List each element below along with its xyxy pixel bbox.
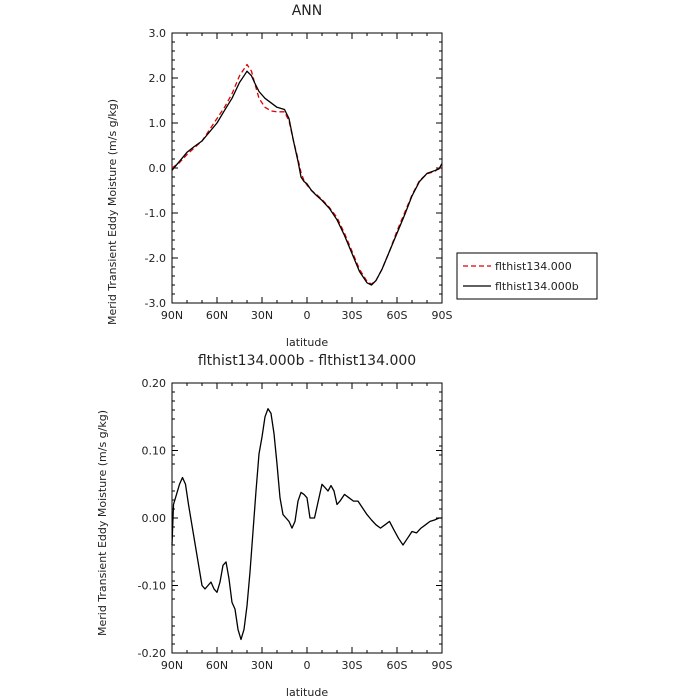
bottom-plot: flthist134.000b - flthist134.000 latitud…: [96, 353, 453, 699]
legend-label: flthist134.000b: [495, 280, 579, 293]
top-plot: ANN latitude Merid Transient Eddy Moistu…: [106, 3, 598, 349]
top-plot-x-tick-label: 30S: [342, 309, 363, 322]
bottom-plot-x-tick-label: 60N: [206, 659, 228, 672]
top-plot-x-tick-label: 60S: [387, 309, 408, 322]
bottom-plot-x-axis-label: latitude: [286, 686, 328, 699]
bottom-plot-y-axis-label: Merid Transient Eddy Moisture (m/s g/kg): [96, 410, 109, 636]
bottom-plot-title: flthist134.000b - flthist134.000: [198, 353, 416, 369]
top-plot-x-axis-label: latitude: [286, 336, 328, 349]
bottom-plot-y-tick-label: -0.10: [138, 580, 166, 593]
legend-box: [456, 252, 598, 300]
bottom-plot-y-tick-label: 0.00: [142, 512, 167, 525]
top-plot-y-tick-label: 1.0: [149, 117, 167, 130]
bottom-plot-x-tick-label: 90N: [161, 659, 183, 672]
top-plot-x-tick-label: 30N: [251, 309, 273, 322]
bottom-plot-y-tick-label: 0.20: [142, 377, 167, 390]
top-plot-y-tick-label: -1.0: [145, 207, 166, 220]
bottom-plot-x-tick-label: 30N: [251, 659, 273, 672]
bottom-plot-x-tick-label: 0: [304, 659, 311, 672]
top-plot-x-tick-label: 0: [304, 309, 311, 322]
bottom-plot-series-line-0: [171, 408, 442, 641]
top-plot-title: ANN: [292, 3, 323, 19]
top-plot-y-axis-label: Merid Transient Eddy Moisture (m/s g/kg): [106, 99, 119, 325]
top-plot-x-tick-label: 90N: [161, 309, 183, 322]
top-plot-y-tick-label: 2.0: [149, 72, 167, 85]
top-plot-y-tick-label: 0.0: [149, 162, 167, 175]
bottom-plot-x-tick-label: 90S: [432, 659, 453, 672]
bottom-plot-y-tick-label: -0.20: [138, 647, 166, 660]
top-plot-series-line-1: [171, 70, 443, 286]
top-plot-y-tick-label: 3.0: [149, 27, 167, 40]
bottom-plot-y-tick-label: 0.10: [142, 445, 167, 458]
top-plot-y-tick-label: -3.0: [145, 297, 166, 310]
top-plot-x-tick-label: 90S: [432, 309, 453, 322]
top-plot-frame: [171, 32, 443, 304]
bottom-plot-x-tick-label: 60S: [387, 659, 408, 672]
top-plot-y-tick-label: -2.0: [145, 252, 166, 265]
top-plot-x-tick-label: 60N: [206, 309, 228, 322]
legend-label: flthist134.000: [495, 260, 572, 273]
top-plot-series-line-0: [171, 63, 443, 285]
bottom-plot-x-tick-label: 30S: [342, 659, 363, 672]
bottom-plot-frame: [171, 382, 443, 654]
